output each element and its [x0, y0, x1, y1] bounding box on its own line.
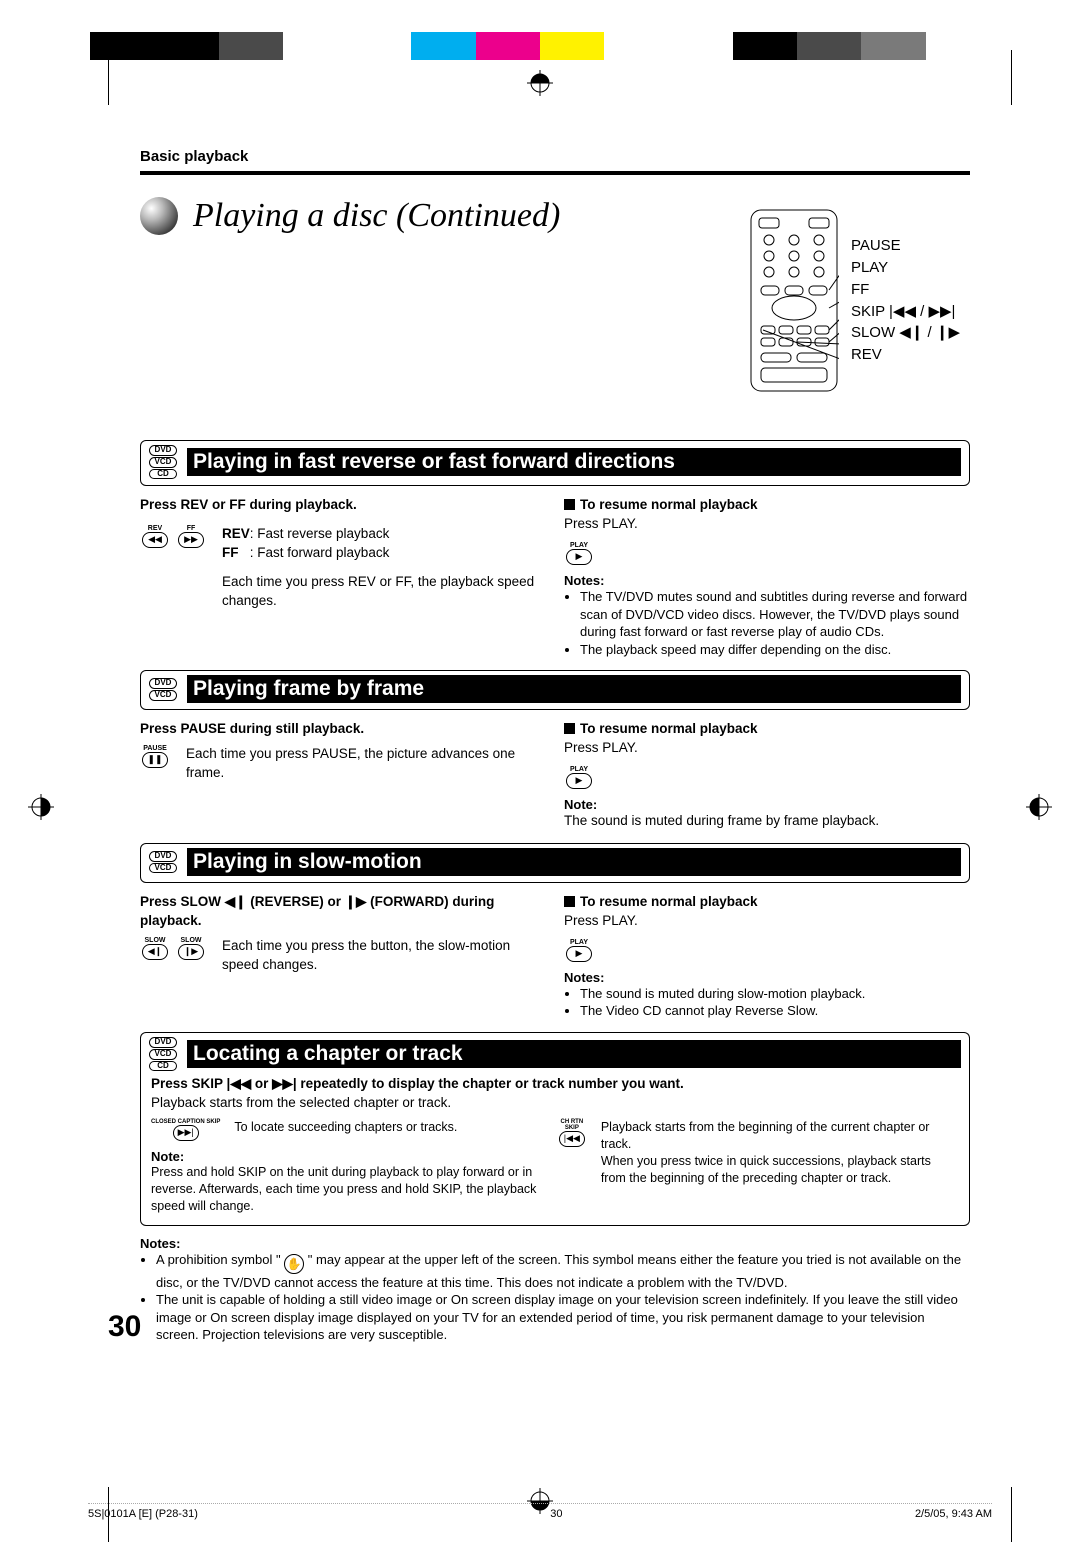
- remote-diagram: [749, 208, 839, 393]
- disc-badge: VCD: [149, 457, 177, 468]
- footer-left: 5S|0101A [E] (P28-31): [88, 1508, 198, 1520]
- disc-badge: VCD: [149, 1049, 177, 1060]
- section-heading: Playing in slow-motion: [187, 848, 961, 876]
- note-item: The unit is capable of holding a still v…: [156, 1291, 970, 1344]
- play-button-icon: PLAY▶: [564, 542, 594, 565]
- note-item: The Video CD cannot play Reverse Slow.: [580, 1002, 970, 1020]
- note-text: Each time you press REV or FF, the playb…: [222, 573, 546, 611]
- section-slow-motion: DVD VCD Playing in slow-motion: [140, 843, 970, 883]
- disc-badge: DVD: [149, 445, 177, 456]
- play-button-icon: PLAY▶: [564, 766, 594, 789]
- note-item: The TV/DVD mutes sound and subtitles dur…: [580, 588, 970, 641]
- disc-badge: DVD: [149, 1037, 177, 1048]
- disc-badge: CD: [149, 469, 177, 480]
- pause-button-icon: PAUSE❚❚: [140, 745, 170, 768]
- remote-label: PAUSE: [851, 235, 960, 257]
- page-title: Playing a disc (Continued): [193, 197, 560, 235]
- play-button-icon: PLAY▶: [564, 939, 594, 962]
- note-item: A prohibition symbol " ✋ " may appear at…: [156, 1251, 970, 1292]
- print-color-bar: [90, 32, 990, 60]
- square-bullet-icon: [564, 499, 575, 510]
- square-bullet-icon: [564, 896, 575, 907]
- note-item: The sound is muted during frame by frame…: [564, 812, 970, 831]
- section-heading: Playing in fast reverse or fast forward …: [187, 448, 961, 476]
- section-header: Basic playback: [140, 148, 970, 165]
- section-heading: Locating a chapter or track: [187, 1040, 961, 1068]
- note-item: The playback speed may differ depending …: [580, 641, 970, 659]
- divider: [140, 171, 970, 175]
- footer-mid: 30: [550, 1508, 562, 1520]
- instruction: Press SLOW ◀❙ (REVERSE) or ❙▶ (FORWARD) …: [140, 893, 546, 931]
- note-item: The sound is muted during slow-motion pl…: [580, 985, 970, 1003]
- instruction: Press SKIP |◀◀ or ▶▶| repeatedly to disp…: [151, 1075, 959, 1094]
- note-text: Each time you press the button, the slow…: [222, 937, 546, 975]
- slow-fwd-button-icon: SLOW❙▶: [176, 937, 206, 960]
- instruction: Press PAUSE during still playback.: [140, 720, 546, 739]
- disc-badge: CD: [149, 1061, 177, 1072]
- disc-badge: VCD: [149, 863, 177, 874]
- remote-label: PLAY: [851, 257, 960, 279]
- disc-badge: DVD: [149, 678, 177, 689]
- section-frame-by-frame: DVD VCD Playing frame by frame: [140, 670, 970, 710]
- footer-right: 2/5/05, 9:43 AM: [915, 1508, 992, 1520]
- remote-label: FF: [851, 279, 960, 301]
- remote-label: REV: [851, 344, 960, 366]
- note-text: Press and hold SKIP on the unit during p…: [151, 1164, 539, 1215]
- section-fast-rev-fwd: DVD VCD CD Playing in fast reverse or fa…: [140, 440, 970, 486]
- ff-button-icon: FF▶▶: [176, 525, 206, 548]
- hand-icon: ✋: [284, 1254, 304, 1274]
- remote-label: SKIP |◀◀ / ▶▶|: [851, 301, 960, 323]
- sphere-bullet-icon: [140, 197, 178, 235]
- rev-button-icon: REV◀◀: [140, 525, 170, 548]
- remote-labels: PAUSE PLAY FF SKIP |◀◀ / ▶▶| SLOW ◀❙ / ❙…: [851, 235, 960, 366]
- slow-rev-button-icon: SLOW◀❙: [140, 937, 170, 960]
- skip-forward-button-icon: CLOSED CAPTION SKIP▶▶|: [151, 1119, 220, 1141]
- body-text: Playback starts from the selected chapte…: [151, 1094, 959, 1113]
- disc-badge: VCD: [149, 690, 177, 701]
- disc-badge: DVD: [149, 851, 177, 862]
- note-text: Each time you press PAUSE, the picture a…: [186, 745, 546, 783]
- instruction: Press REV or FF during playback.: [140, 496, 546, 515]
- remote-label: SLOW ◀❙ / ❙▶: [851, 322, 960, 344]
- page-number: 30: [108, 1310, 141, 1344]
- skip-back-button-icon: CH RTN SKIP|◀◀: [557, 1119, 587, 1147]
- square-bullet-icon: [564, 723, 575, 734]
- print-footer: 5S|0101A [E] (P28-31) 30 2/5/05, 9:43 AM: [88, 1503, 992, 1520]
- section-heading: Playing frame by frame: [187, 675, 961, 703]
